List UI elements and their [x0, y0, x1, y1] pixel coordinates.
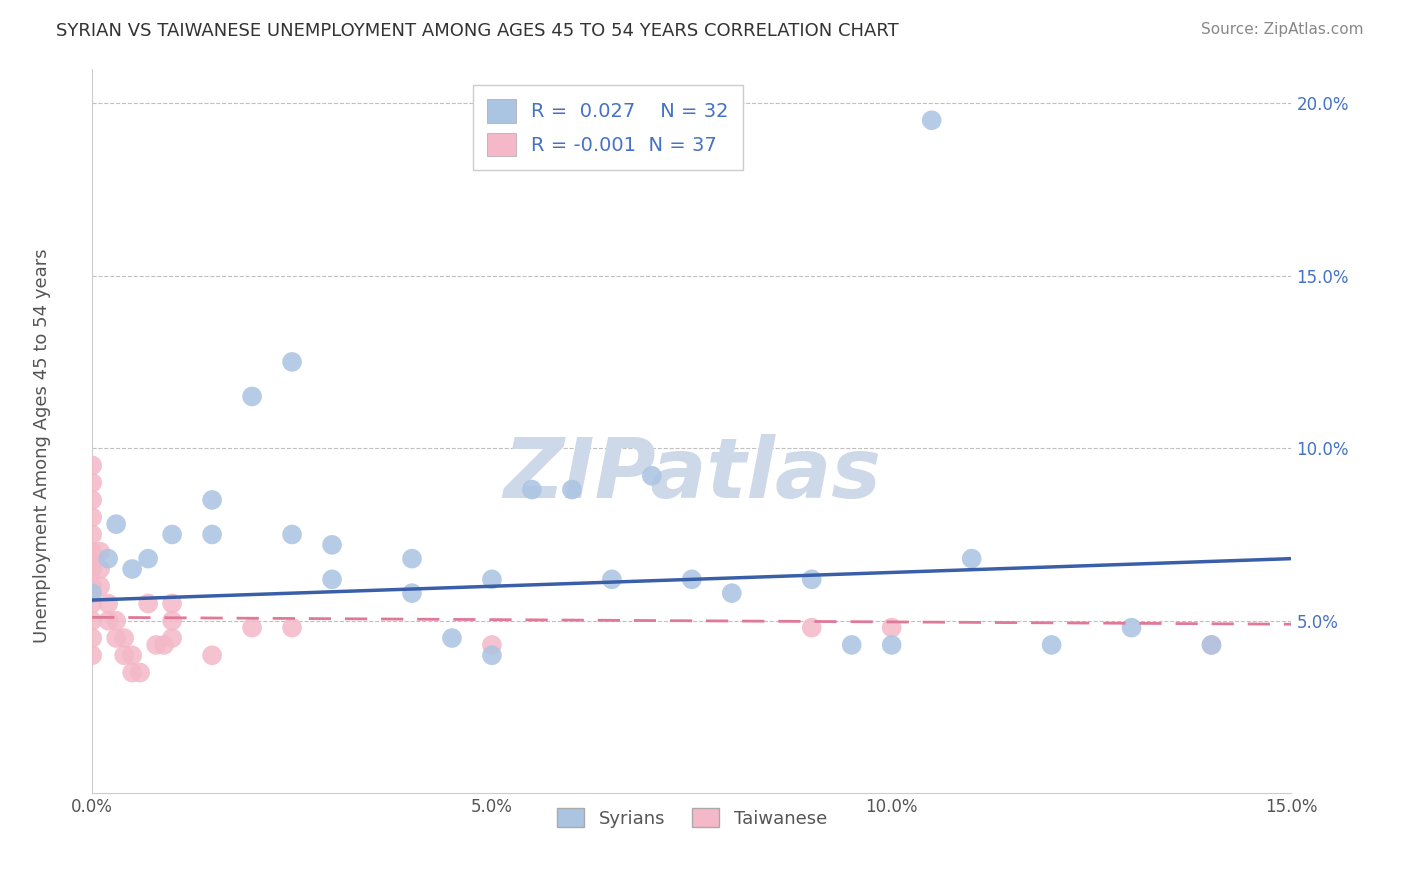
Point — [321, 572, 343, 586]
Point — [82, 510, 104, 524]
Point — [153, 638, 176, 652]
Point — [136, 597, 159, 611]
Point — [82, 614, 104, 628]
Text: Source: ZipAtlas.com: Source: ZipAtlas.com — [1201, 22, 1364, 37]
Point — [800, 621, 823, 635]
Point — [720, 586, 742, 600]
Point — [82, 458, 104, 473]
Point — [561, 483, 583, 497]
Point — [921, 113, 943, 128]
Point — [121, 562, 143, 576]
Point — [129, 665, 152, 680]
Point — [97, 614, 120, 628]
Point — [82, 475, 104, 490]
Point — [121, 665, 143, 680]
Point — [201, 648, 224, 663]
Point — [160, 614, 183, 628]
Text: SYRIAN VS TAIWANESE UNEMPLOYMENT AMONG AGES 45 TO 54 YEARS CORRELATION CHART: SYRIAN VS TAIWANESE UNEMPLOYMENT AMONG A… — [56, 22, 898, 40]
Point — [121, 648, 143, 663]
Text: ZIPatlas: ZIPatlas — [503, 434, 880, 515]
Point — [401, 551, 423, 566]
Point — [681, 572, 703, 586]
Point — [401, 586, 423, 600]
Point — [97, 597, 120, 611]
Point — [800, 572, 823, 586]
Point — [82, 527, 104, 541]
Point — [160, 527, 183, 541]
Point — [105, 614, 128, 628]
Point — [82, 579, 104, 593]
Point — [481, 638, 503, 652]
Point — [160, 631, 183, 645]
Point — [960, 551, 983, 566]
Point — [880, 638, 903, 652]
Point — [105, 517, 128, 532]
Point — [145, 638, 167, 652]
Point — [82, 562, 104, 576]
Point — [82, 648, 104, 663]
Legend: Syrians, Taiwanese: Syrians, Taiwanese — [550, 801, 834, 835]
Point — [600, 572, 623, 586]
Point — [281, 355, 304, 369]
Point — [240, 389, 263, 403]
Point — [1201, 638, 1223, 652]
Point — [82, 586, 104, 600]
Point — [641, 468, 664, 483]
Point — [89, 579, 111, 593]
Point — [82, 631, 104, 645]
Point — [105, 631, 128, 645]
Point — [82, 545, 104, 559]
Point — [440, 631, 463, 645]
Point — [481, 572, 503, 586]
Point — [160, 597, 183, 611]
Point — [82, 492, 104, 507]
Point — [240, 621, 263, 635]
Point — [281, 527, 304, 541]
Point — [481, 648, 503, 663]
Point — [841, 638, 863, 652]
Point — [82, 597, 104, 611]
Point — [201, 527, 224, 541]
Point — [97, 551, 120, 566]
Point — [880, 621, 903, 635]
Point — [201, 492, 224, 507]
Point — [89, 545, 111, 559]
Point — [112, 631, 135, 645]
Point — [1040, 638, 1063, 652]
Point — [520, 483, 543, 497]
Point — [136, 551, 159, 566]
Point — [1121, 621, 1143, 635]
Point — [112, 648, 135, 663]
Point — [89, 562, 111, 576]
Point — [1201, 638, 1223, 652]
Point — [281, 621, 304, 635]
Text: Unemployment Among Ages 45 to 54 years: Unemployment Among Ages 45 to 54 years — [34, 249, 51, 643]
Point — [321, 538, 343, 552]
